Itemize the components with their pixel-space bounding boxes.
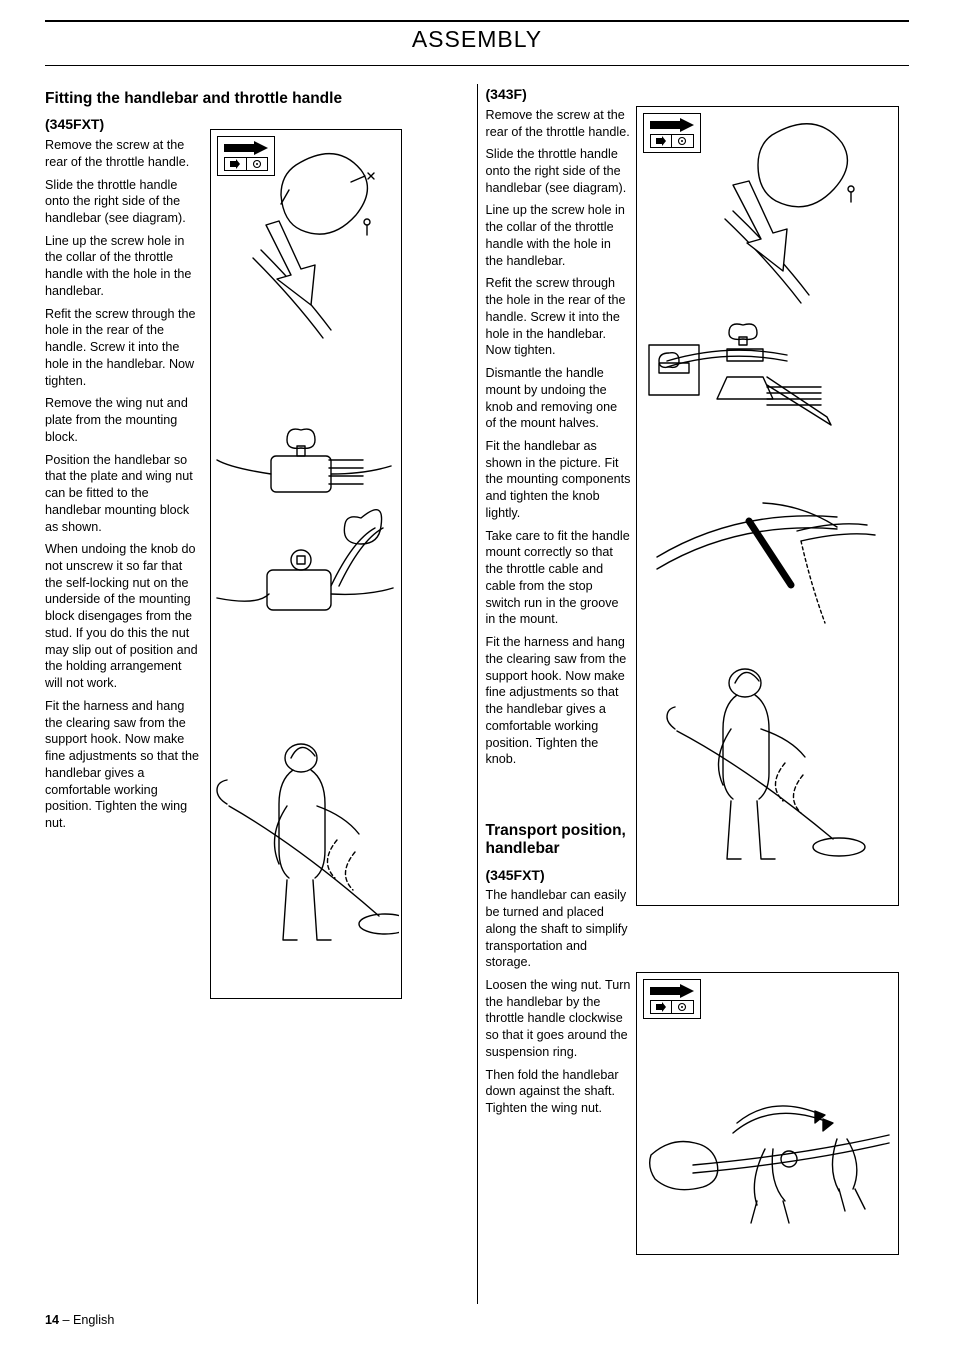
para: Slide the throttle handle onto the right…	[486, 146, 631, 196]
left-column: Fitting the handlebar and throttle handl…	[45, 84, 469, 1304]
para: Take care to fit the handle mount correc…	[486, 528, 631, 628]
stop-switch-icon	[643, 979, 701, 1019]
column-divider	[477, 84, 478, 1304]
para: Fit the handlebar as shown in the pictur…	[486, 438, 631, 522]
page-footer: 14 – English	[45, 1313, 909, 1327]
para: Refit the screw through the hole in the …	[45, 306, 200, 390]
para: Loosen the wing nut. Turn the handlebar …	[486, 977, 631, 1061]
para: When undoing the knob do not unscrew it …	[45, 541, 200, 692]
para: Fit the harness and hang the clearing sa…	[486, 634, 631, 768]
para: Remove the screw at the rear of the thro…	[486, 107, 631, 140]
two-column-layout: Fitting the handlebar and throttle handl…	[45, 84, 909, 1304]
para: Remove the wing nut and plate from the m…	[45, 395, 200, 445]
subsection-heading-343f: (343F)	[486, 86, 910, 103]
stop-switch-icon	[643, 113, 701, 153]
stop-switch-icon	[217, 136, 275, 176]
left-illustration-svg	[211, 130, 399, 996]
page-header-title: ASSEMBLY	[45, 22, 909, 59]
para: The handlebar can easily be turned and p…	[486, 887, 631, 971]
para: Dismantle the handle mount by undoing th…	[486, 365, 631, 432]
right-column: (343F) Remove the screw at the rear of t…	[486, 84, 910, 1304]
para: Remove the screw at the rear of the thro…	[45, 137, 200, 170]
para: Refit the screw through the hole in the …	[486, 275, 631, 359]
section-heading-transport: Transport position, handlebar	[486, 822, 646, 859]
para: Then fold the handlebar down against the…	[486, 1067, 631, 1117]
section-heading-handlebar: Fitting the handlebar and throttle handl…	[45, 90, 469, 108]
page-number: 14	[45, 1313, 59, 1327]
right-a-illustration-svg	[637, 107, 896, 903]
para: Position the handlebar so that the plate…	[45, 452, 200, 536]
para: Line up the screw hole in the collar of …	[45, 233, 200, 300]
illustration-frame-right-b	[636, 972, 899, 1255]
para: Fit the harness and hang the clearing sa…	[45, 698, 200, 832]
illustration-frame-left	[210, 129, 402, 999]
footer-text: – English	[59, 1313, 114, 1327]
para: Slide the throttle handle onto the right…	[45, 177, 200, 227]
header-rule-bottom	[45, 65, 909, 66]
illustration-frame-right-a	[636, 106, 899, 906]
para: Line up the screw hole in the collar of …	[486, 202, 631, 269]
